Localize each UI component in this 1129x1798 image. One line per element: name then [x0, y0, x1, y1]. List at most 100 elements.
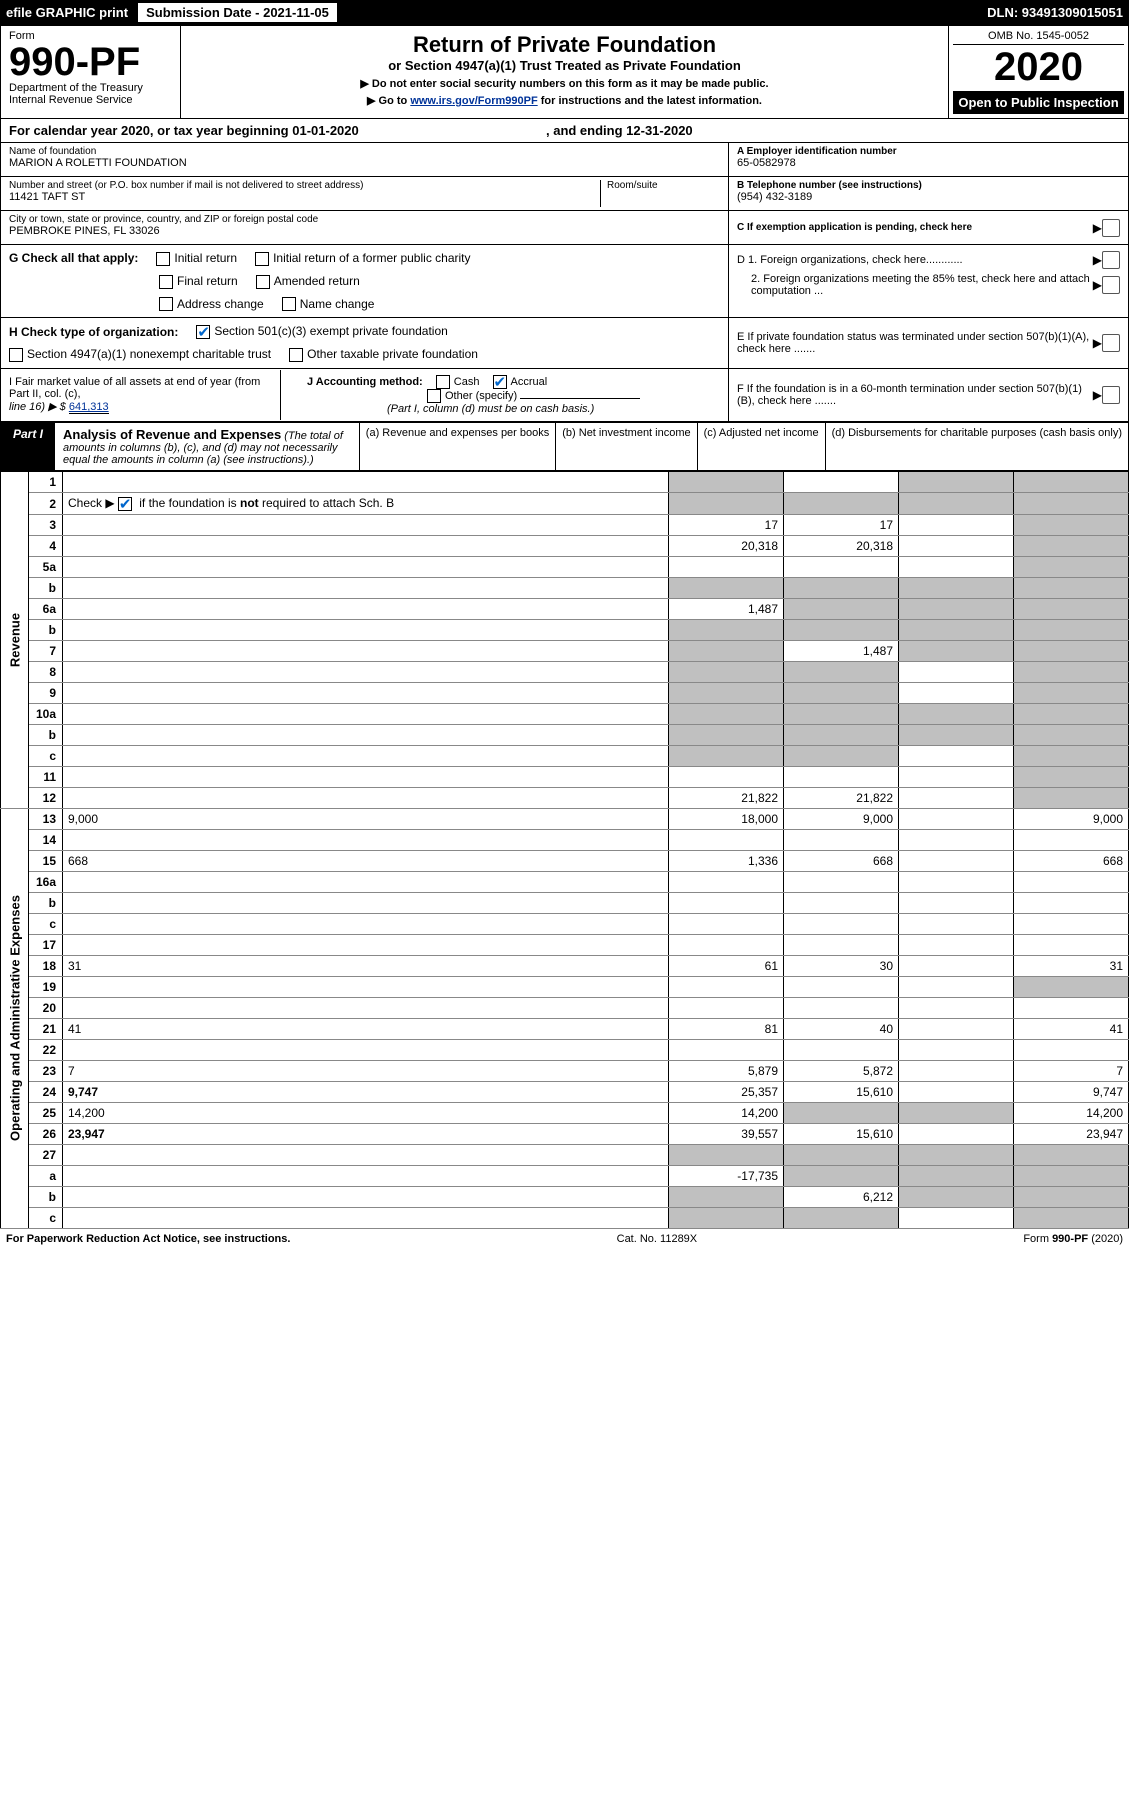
value-cell-d [1014, 1144, 1129, 1165]
col-c-header: (c) Adjusted net income [697, 423, 825, 470]
form-number: 990-PF [9, 42, 172, 82]
table-row: 19 [1, 976, 1129, 997]
line-desc [63, 997, 669, 1018]
foot-left: For Paperwork Reduction Act Notice, see … [6, 1233, 290, 1245]
g-initial-former-checkbox[interactable] [255, 252, 269, 266]
value-cell-a [669, 640, 784, 661]
name-label: Name of foundation [9, 146, 720, 157]
value-cell-d [1014, 577, 1129, 598]
value-cell-a: 39,557 [669, 1123, 784, 1144]
value-cell-a [669, 703, 784, 724]
value-cell-c [899, 934, 1014, 955]
line-number: 10a [29, 703, 63, 724]
line-desc [63, 1165, 669, 1186]
value-cell-a [669, 829, 784, 850]
table-row: 1831613031 [1, 955, 1129, 976]
fmv-link[interactable]: 641,313 [69, 401, 109, 414]
calendar-year-row: For calendar year 2020, or tax year begi… [0, 119, 1129, 143]
value-cell-b [784, 997, 899, 1018]
exemption-checkbox[interactable] [1102, 219, 1120, 237]
value-cell-d [1014, 997, 1129, 1018]
value-cell-b [784, 976, 899, 997]
i-line16: line 16) ▶ $ [9, 401, 66, 413]
table-row: 31717 [1, 514, 1129, 535]
line-desc [63, 598, 669, 619]
line-number: 8 [29, 661, 63, 682]
g-final-checkbox[interactable] [159, 275, 173, 289]
line-desc [63, 703, 669, 724]
j-other-checkbox[interactable] [427, 389, 441, 403]
line-number: 2 [29, 493, 63, 515]
table-row: b [1, 619, 1129, 640]
d1-checkbox[interactable] [1102, 251, 1120, 269]
value-cell-a [669, 1186, 784, 1207]
line-number: 14 [29, 829, 63, 850]
line-desc [63, 913, 669, 934]
g-o3: Final return [177, 274, 238, 288]
dln: DLN: 93491309015051 [987, 5, 1123, 20]
j-accrual-checkbox[interactable] [493, 375, 507, 389]
value-cell-c [899, 493, 1014, 515]
d2-checkbox[interactable] [1102, 276, 1120, 294]
value-cell-d: 23,947 [1014, 1123, 1129, 1144]
form-subtitle: or Section 4947(a)(1) Trust Treated as P… [191, 58, 938, 73]
value-cell-a [669, 976, 784, 997]
col-a-header: (a) Revenue and expenses per books [359, 423, 555, 470]
arrow-icon: ▶ [1093, 253, 1102, 267]
value-cell-d [1014, 745, 1129, 766]
value-cell-d [1014, 472, 1129, 493]
g-address-checkbox[interactable] [159, 297, 173, 311]
j-cash-checkbox[interactable] [436, 375, 450, 389]
line-desc [63, 514, 669, 535]
g-o2: Initial return of a former public charit… [273, 251, 470, 265]
j-note: (Part I, column (d) must be on cash basi… [387, 403, 594, 415]
g-initial-checkbox[interactable] [156, 252, 170, 266]
irs-label: Internal Revenue Service [9, 94, 172, 106]
j-label: J Accounting method: [307, 376, 423, 388]
value-cell-d [1014, 535, 1129, 556]
table-row: 2514,20014,20014,200 [1, 1102, 1129, 1123]
value-cell-c [899, 472, 1014, 493]
value-cell-c [899, 661, 1014, 682]
h-label: H Check type of organization: [9, 325, 178, 339]
table-row: 2Check ▶ if the foundation is not requir… [1, 493, 1129, 515]
g-name-checkbox[interactable] [282, 297, 296, 311]
d1-label: D 1. Foreign organizations, check here..… [737, 254, 1093, 266]
value-cell-a [669, 1039, 784, 1060]
value-cell-a: 81 [669, 1018, 784, 1039]
value-cell-a [669, 556, 784, 577]
value-cell-a: 1,487 [669, 598, 784, 619]
foot-mid: Cat. No. 11289X [617, 1233, 698, 1245]
d2-label: 2. Foreign organizations meeting the 85%… [737, 273, 1093, 297]
line-desc: 31 [63, 955, 669, 976]
value-cell-c [899, 556, 1014, 577]
line-number: b [29, 619, 63, 640]
value-cell-d [1014, 829, 1129, 850]
form990pf-link[interactable]: www.irs.gov/Form990PF [410, 95, 537, 107]
form-header: Form 990-PF Department of the Treasury I… [0, 25, 1129, 119]
schb-checkbox[interactable] [118, 497, 132, 511]
section-h: H Check type of organization: Section 50… [0, 318, 1129, 369]
line-desc: 9,000 [63, 808, 669, 829]
e-checkbox[interactable] [1102, 334, 1120, 352]
line-desc [63, 1207, 669, 1228]
h-4947-checkbox[interactable] [9, 348, 23, 362]
revenue-side-label: Revenue [1, 472, 29, 809]
col-b-header: (b) Net investment income [555, 423, 696, 470]
foundation-name: MARION A ROLETTI FOUNDATION [9, 157, 720, 169]
value-cell-d: 31 [1014, 955, 1129, 976]
g-amended-checkbox[interactable] [256, 275, 270, 289]
line-number: 25 [29, 1102, 63, 1123]
h-other-checkbox[interactable] [289, 348, 303, 362]
value-cell-b: 6,212 [784, 1186, 899, 1207]
table-row: 8 [1, 661, 1129, 682]
line-desc [63, 661, 669, 682]
h-501c3-checkbox[interactable] [196, 325, 210, 339]
value-cell-d [1014, 556, 1129, 577]
f-checkbox[interactable] [1102, 386, 1120, 404]
value-cell-d: 41 [1014, 1018, 1129, 1039]
value-cell-c [899, 682, 1014, 703]
value-cell-d [1014, 661, 1129, 682]
line-desc [63, 535, 669, 556]
value-cell-d [1014, 1039, 1129, 1060]
